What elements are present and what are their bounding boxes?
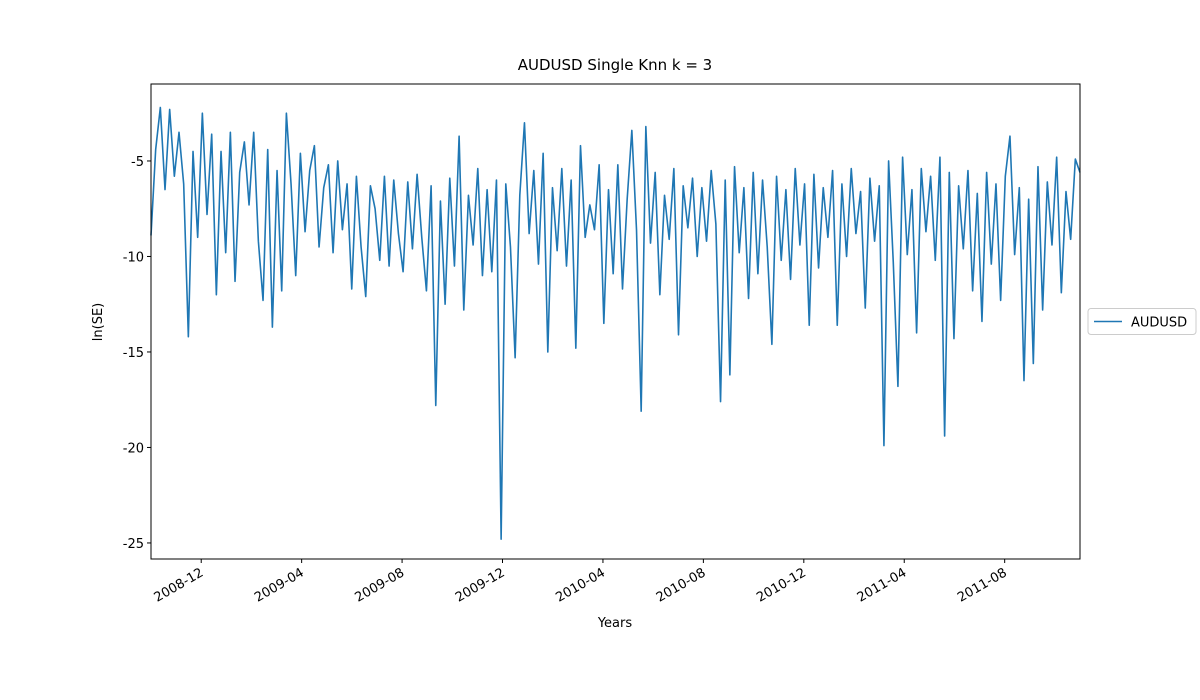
- x-axis-label: Years: [597, 616, 633, 631]
- y-tick-label: -5: [131, 155, 144, 170]
- data-line: [150, 106, 1081, 540]
- legend-box: [1087, 308, 1197, 335]
- chart-title: AUDUSD Single Knn k = 3: [518, 56, 712, 74]
- y-tick-label: -15: [123, 346, 144, 361]
- y-tick-label: -25: [123, 537, 144, 552]
- y-tick-label: -10: [123, 250, 144, 265]
- plot-frame: [150, 83, 1081, 560]
- y-axis-label: ln(SE): [91, 303, 106, 341]
- y-tick-label: -20: [123, 441, 144, 456]
- legend: AUDUSD: [1087, 308, 1197, 335]
- legend-label: AUDUSD: [1131, 316, 1187, 331]
